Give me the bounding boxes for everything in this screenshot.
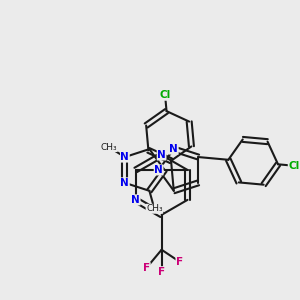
Text: Cl: Cl xyxy=(160,90,171,100)
Text: CH₃: CH₃ xyxy=(146,204,163,213)
Text: F: F xyxy=(158,267,165,277)
Text: N: N xyxy=(121,178,129,188)
Text: N: N xyxy=(131,195,140,205)
Text: N: N xyxy=(169,144,178,154)
Text: N: N xyxy=(157,150,166,160)
Text: F: F xyxy=(176,257,183,267)
Text: N: N xyxy=(121,152,129,162)
Text: N: N xyxy=(154,165,163,175)
Text: Cl: Cl xyxy=(288,161,299,171)
Text: CH₃: CH₃ xyxy=(100,142,117,152)
Text: F: F xyxy=(143,263,150,273)
